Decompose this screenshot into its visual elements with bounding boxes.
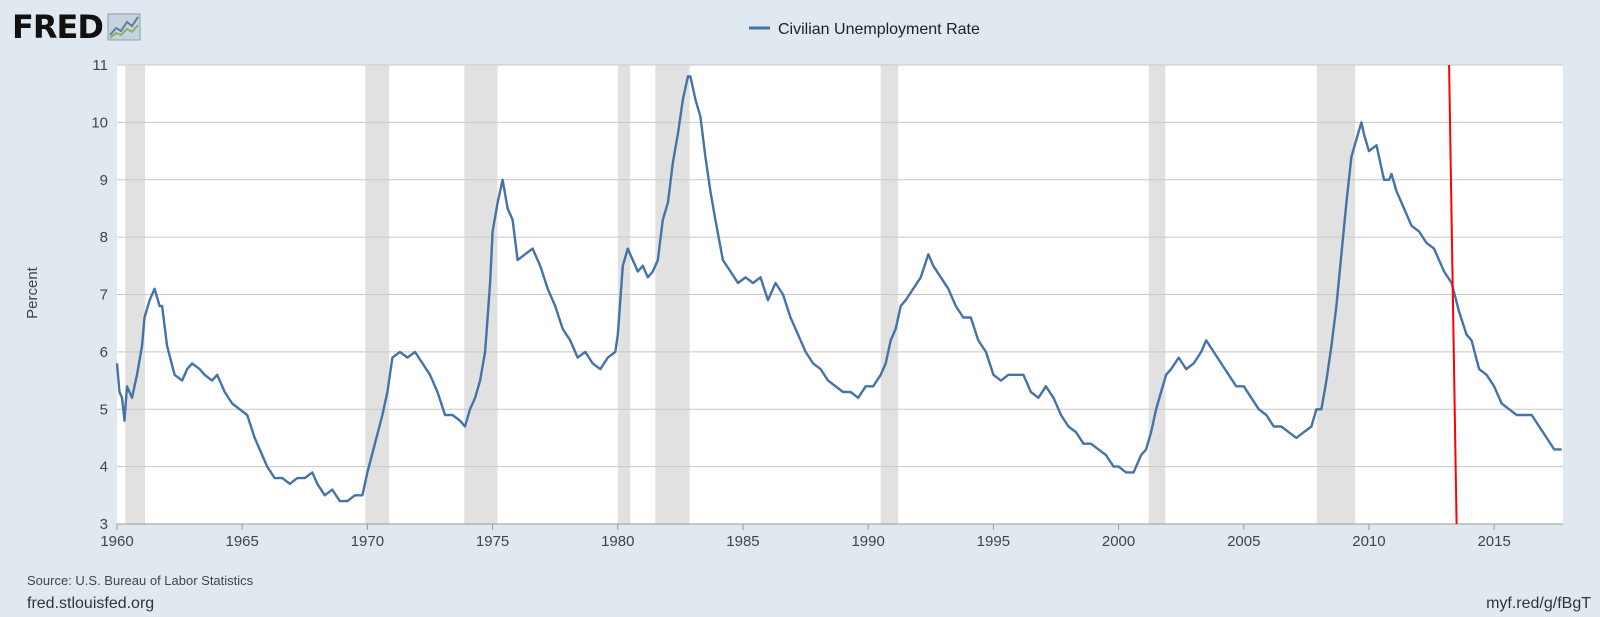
y-tick-label-9: 9 bbox=[100, 172, 108, 189]
x-tick-label-1980: 1980 bbox=[601, 533, 634, 550]
x-tick-label-2000: 2000 bbox=[1102, 533, 1135, 550]
series-line-civilian-unemployment-rate bbox=[115, 75, 1562, 503]
y-tick-label-8: 8 bbox=[100, 229, 108, 246]
y-tick-label-10: 10 bbox=[91, 114, 108, 131]
site-url[interactable]: fred.stlouisfed.org bbox=[27, 595, 155, 612]
fred-logo[interactable]: FRED bbox=[12, 8, 141, 46]
x-tick-label-1965: 1965 bbox=[226, 533, 259, 550]
y-tick-label-11: 11 bbox=[92, 57, 108, 74]
x-tick-label-1970: 1970 bbox=[351, 533, 384, 550]
y-tick-label-4: 4 bbox=[100, 459, 108, 476]
x-tick-label-1985: 1985 bbox=[726, 533, 759, 550]
x-tick-label-1990: 1990 bbox=[851, 533, 884, 550]
y-tick-label-7: 7 bbox=[100, 287, 108, 304]
x-tick-label-1975: 1975 bbox=[476, 533, 509, 550]
short-url[interactable]: myf.red/g/fBgT bbox=[1486, 595, 1591, 612]
legend-label: Civilian Unemployment Rate bbox=[778, 21, 980, 38]
y-axis-ticks: 3 4 5 6 7 8 9 10 11 bbox=[91, 57, 108, 533]
y-tick-label-3: 3 bbox=[100, 516, 108, 533]
y-tick-label-6: 6 bbox=[100, 344, 108, 361]
x-tick-label-2005: 2005 bbox=[1227, 533, 1260, 550]
annotation-red-line bbox=[1448, 64, 1458, 525]
x-tick-label-1960: 1960 bbox=[100, 533, 133, 550]
fred-chart-icon bbox=[107, 13, 141, 41]
x-axis-ticks: 1960 1965 1970 1975 1980 1985 1990 1995 2000 2005… bbox=[100, 523, 1563, 550]
x-tick-label-2010: 2010 bbox=[1352, 533, 1385, 550]
x-tick-label-1995: 1995 bbox=[977, 533, 1010, 550]
y-axis-title: Percent bbox=[24, 266, 41, 319]
source-note: Source: U.S. Bureau of Labor Statistics bbox=[27, 573, 254, 588]
fred-logo-text: FRED bbox=[12, 8, 104, 46]
x-tick-label-2015: 2015 bbox=[1477, 533, 1510, 550]
legend[interactable]: Civilian Unemployment Rate bbox=[749, 21, 980, 38]
y-tick-label-5: 5 bbox=[100, 401, 108, 418]
